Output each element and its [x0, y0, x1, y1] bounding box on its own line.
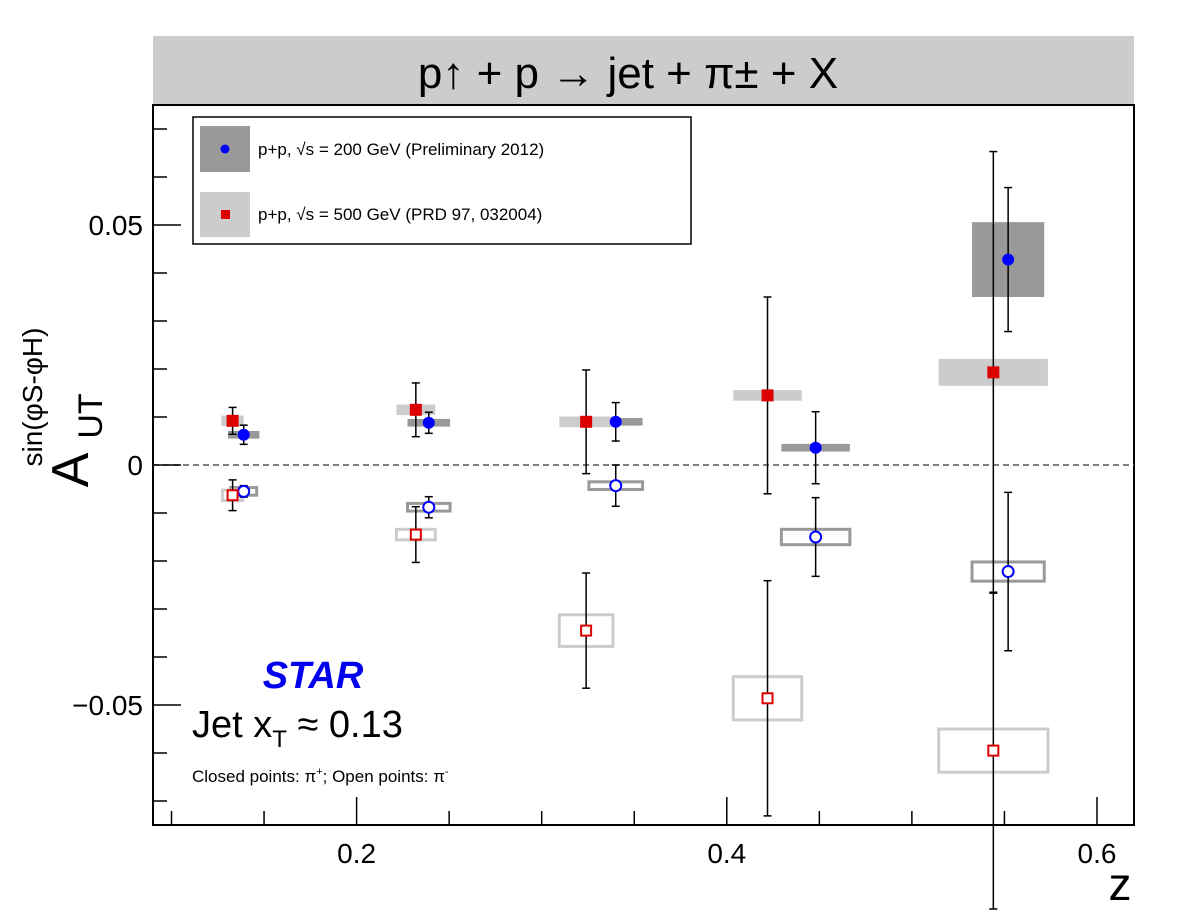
jet-xt-value: ≈ 0.13: [287, 704, 403, 746]
legend-label-200gev: p+p, √s = 200 GeV (Preliminary 2012): [258, 140, 544, 159]
data-point: [761, 692, 774, 705]
y-tick-label: 0: [127, 450, 143, 481]
legend-box: [192, 116, 692, 245]
jet-xt-sub: T: [272, 726, 287, 753]
jet-xt-text: Jet x: [192, 704, 272, 746]
y-tick-label: −0.05: [72, 690, 143, 721]
legend-marker-200gev: [220, 144, 230, 154]
data-point: [580, 624, 593, 637]
x-axis-title: z: [1109, 858, 1132, 910]
data-layer: [220, 150, 1050, 910]
legend-label-500gev: p+p, √s = 500 GeV (PRD 97, 032004): [258, 205, 542, 224]
data-point: [226, 414, 239, 427]
data-point: [409, 403, 422, 416]
y-tick-label: 0.05: [89, 210, 144, 241]
data-point: [609, 415, 622, 428]
points-note-2-sup: -: [445, 766, 449, 778]
data-point: [987, 366, 1000, 379]
y-axis-title: A UT sin(φS-φH): [17, 328, 110, 488]
data-point: [809, 530, 823, 544]
data-point: [987, 744, 1000, 757]
axis-tick-labels: 0.2 0.4 0.6 −0.05 0 0.05: [72, 210, 1116, 869]
points-note: Closed points: π+; Open points: π-: [192, 766, 449, 786]
points-note-1: Closed points: π: [192, 767, 316, 786]
y-axis-title-sup: sin(φS-φH): [17, 328, 48, 467]
data-point: [1001, 565, 1015, 579]
data-point: [409, 528, 422, 541]
data-point: [237, 484, 251, 498]
legend-marker-500gev: [221, 210, 230, 219]
legend: p+p, √s = 200 GeV (Preliminary 2012) p+p…: [192, 116, 692, 245]
data-point: [422, 500, 436, 514]
data-point: [580, 415, 593, 428]
y-axis-title-main: A: [42, 452, 100, 487]
data-point: [237, 428, 250, 441]
points-note-1-sup: +: [316, 766, 322, 778]
data-point: [609, 479, 623, 493]
title-banner: [153, 36, 1134, 105]
jet-xt-label: Jet xT ≈ 0.13: [192, 704, 403, 753]
data-point: [761, 389, 774, 402]
data-point: [1002, 253, 1015, 266]
y-axis-title-sub: UT: [72, 393, 110, 438]
star-label: STAR: [263, 655, 364, 697]
x-tick-label: 0.2: [337, 838, 376, 869]
x-tick-label: 0.4: [707, 838, 746, 869]
x-tick-label: 0.6: [1078, 838, 1117, 869]
data-point: [809, 441, 822, 454]
data-point: [226, 489, 239, 502]
chart-title: p↑ + p → jet + π± + X: [418, 49, 838, 98]
axis-ticks: [153, 128, 1098, 825]
data-point: [422, 416, 435, 429]
points-note-2: ; Open points: π: [323, 767, 445, 786]
